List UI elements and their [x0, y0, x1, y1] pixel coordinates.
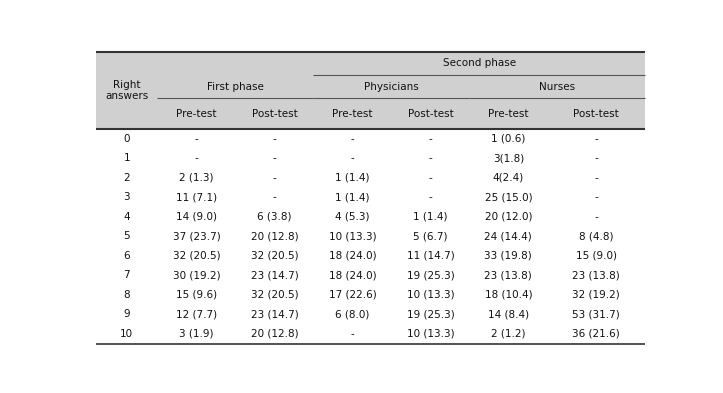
Text: 14 (9.0): 14 (9.0) — [176, 212, 217, 222]
Text: 20 (12.8): 20 (12.8) — [251, 329, 299, 339]
Text: 2: 2 — [124, 173, 130, 183]
Text: -: - — [594, 173, 598, 183]
Text: -: - — [194, 134, 198, 144]
Text: -: - — [594, 153, 598, 163]
Text: 10: 10 — [120, 329, 133, 339]
Text: 7: 7 — [124, 270, 130, 281]
Text: 32 (20.5): 32 (20.5) — [251, 251, 299, 261]
Text: 12 (7.7): 12 (7.7) — [176, 309, 217, 320]
Text: 20 (12.8): 20 (12.8) — [251, 231, 299, 241]
Text: 1 (1.4): 1 (1.4) — [335, 193, 369, 202]
Text: -: - — [594, 193, 598, 202]
Text: 15 (9.6): 15 (9.6) — [176, 290, 217, 300]
Text: 3(1.8): 3(1.8) — [493, 153, 524, 163]
Text: Pre-test: Pre-test — [332, 108, 372, 119]
Text: 10 (13.3): 10 (13.3) — [406, 329, 454, 339]
Text: 4: 4 — [124, 212, 130, 222]
Text: 53 (31.7): 53 (31.7) — [573, 309, 620, 320]
Text: -: - — [351, 153, 354, 163]
Text: -: - — [351, 329, 354, 339]
Text: 4(2.4): 4(2.4) — [493, 173, 524, 183]
Text: -: - — [429, 134, 432, 144]
Text: -: - — [273, 193, 276, 202]
Text: 23 (13.8): 23 (13.8) — [573, 270, 620, 281]
Text: -: - — [273, 134, 276, 144]
Text: 4 (5.3): 4 (5.3) — [335, 212, 369, 222]
Text: 18 (10.4): 18 (10.4) — [484, 290, 532, 300]
Text: 23 (13.8): 23 (13.8) — [484, 270, 532, 281]
Text: 17 (22.6): 17 (22.6) — [328, 290, 376, 300]
Bar — [96, 129, 645, 344]
Text: 6 (3.8): 6 (3.8) — [257, 212, 291, 222]
Text: 3: 3 — [124, 193, 130, 202]
Text: 10 (13.3): 10 (13.3) — [329, 231, 376, 241]
Text: 30 (19.2): 30 (19.2) — [173, 270, 221, 281]
Text: 11 (7.1): 11 (7.1) — [176, 193, 217, 202]
Text: 1: 1 — [124, 153, 130, 163]
Text: 2 (1.3): 2 (1.3) — [179, 173, 214, 183]
Text: -: - — [194, 153, 198, 163]
Text: 1 (1.4): 1 (1.4) — [335, 173, 369, 183]
Text: 19 (25.3): 19 (25.3) — [406, 309, 454, 320]
Text: 18 (24.0): 18 (24.0) — [329, 251, 376, 261]
Text: 36 (21.6): 36 (21.6) — [573, 329, 620, 339]
Text: Pre-test: Pre-test — [488, 108, 529, 119]
Text: 20 (12.0): 20 (12.0) — [484, 212, 532, 222]
Text: -: - — [594, 212, 598, 222]
Text: 37 (23.7): 37 (23.7) — [173, 231, 221, 241]
Text: -: - — [429, 193, 432, 202]
Text: Post-test: Post-test — [252, 108, 297, 119]
Text: 32 (20.5): 32 (20.5) — [251, 290, 299, 300]
Text: 8 (4.8): 8 (4.8) — [579, 231, 614, 241]
Text: Pre-test: Pre-test — [176, 108, 217, 119]
Text: 15 (9.0): 15 (9.0) — [576, 251, 617, 261]
Text: -: - — [429, 153, 432, 163]
Text: 5: 5 — [124, 231, 130, 241]
Text: 32 (19.2): 32 (19.2) — [573, 290, 620, 300]
Text: 14 (8.4): 14 (8.4) — [488, 309, 529, 320]
Text: 9: 9 — [124, 309, 130, 320]
Text: 25 (15.0): 25 (15.0) — [484, 193, 532, 202]
Text: Right
answers: Right answers — [105, 80, 148, 101]
Text: -: - — [351, 134, 354, 144]
Text: -: - — [273, 173, 276, 183]
Text: 5 (6.7): 5 (6.7) — [413, 231, 448, 241]
Text: -: - — [429, 173, 432, 183]
Bar — [96, 52, 645, 129]
Text: 1 (0.6): 1 (0.6) — [491, 134, 526, 144]
Text: 1 (1.4): 1 (1.4) — [413, 212, 448, 222]
Text: 19 (25.3): 19 (25.3) — [406, 270, 454, 281]
Text: 6 (8.0): 6 (8.0) — [335, 309, 369, 320]
Text: 23 (14.7): 23 (14.7) — [251, 309, 299, 320]
Text: 18 (24.0): 18 (24.0) — [329, 270, 376, 281]
Text: -: - — [594, 134, 598, 144]
Text: 10 (13.3): 10 (13.3) — [406, 290, 454, 300]
Text: Second phase: Second phase — [442, 58, 515, 68]
Text: 3 (1.9): 3 (1.9) — [179, 329, 214, 339]
Text: Post-test: Post-test — [408, 108, 453, 119]
Text: 24 (14.4): 24 (14.4) — [484, 231, 532, 241]
Text: 2 (1.2): 2 (1.2) — [491, 329, 526, 339]
Text: -: - — [273, 153, 276, 163]
Text: 11 (14.7): 11 (14.7) — [406, 251, 454, 261]
Text: Physicians: Physicians — [364, 81, 419, 92]
Text: 32 (20.5): 32 (20.5) — [173, 251, 221, 261]
Text: 6: 6 — [124, 251, 130, 261]
Text: Post-test: Post-test — [573, 108, 619, 119]
Text: 33 (19.8): 33 (19.8) — [484, 251, 532, 261]
Text: 0: 0 — [124, 134, 130, 144]
Text: Nurses: Nurses — [539, 81, 576, 92]
Text: 23 (14.7): 23 (14.7) — [251, 270, 299, 281]
Text: 8: 8 — [124, 290, 130, 300]
Text: First phase: First phase — [207, 81, 264, 92]
